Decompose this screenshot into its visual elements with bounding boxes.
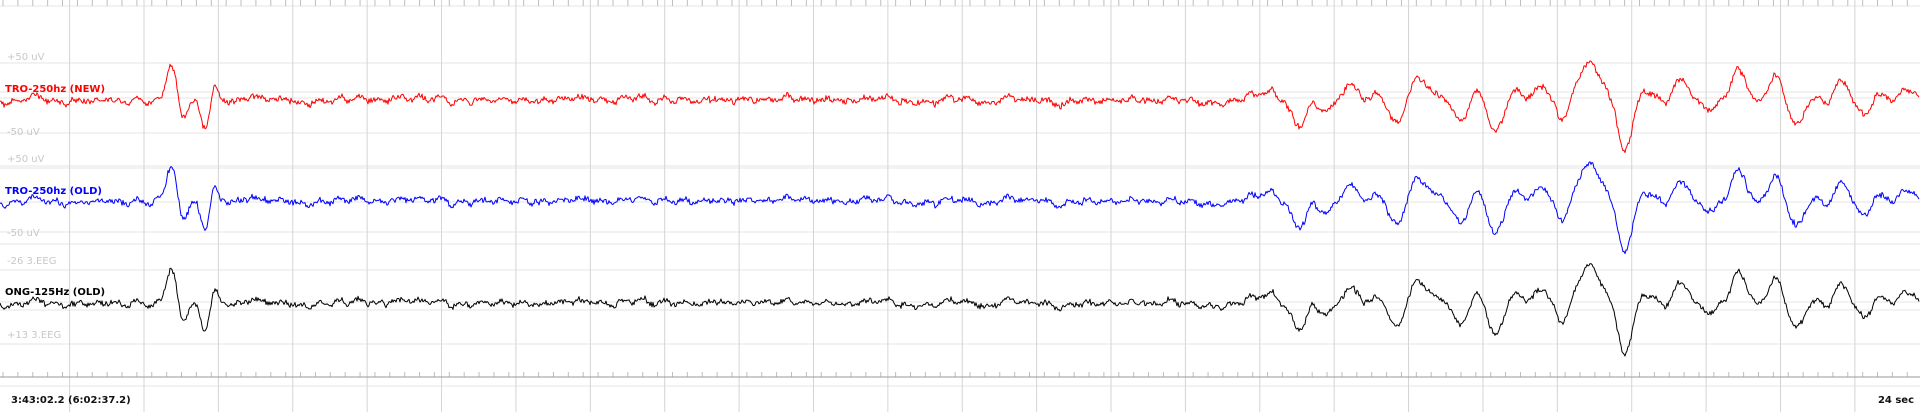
window-duration-label: 24 sec [1877, 395, 1914, 406]
scale-label-ch3-neg: +13 3.EEG [7, 330, 62, 341]
channel-label-tro-250hz-new[interactable]: TRO-250hz (NEW) [5, 84, 106, 95]
channel-label-ong-125hz-old[interactable]: ONG-125Hz (OLD) [5, 287, 106, 298]
trace-group [0, 60, 1920, 357]
scale-label-ch3-pos: -26 3.EEG [7, 256, 57, 267]
scale-label-ch2-neg: -50 uV [7, 228, 40, 239]
scale-label-ch1-pos: +50 uV [7, 52, 45, 63]
scale-label-ch2-pos: +50 uV [7, 154, 45, 165]
time-position-readout: 3:43:02.2 (6:02:37.2) [11, 395, 131, 406]
scale-label-ch1-neg: -50 uV [7, 127, 40, 138]
channel-label-tro-250hz-old[interactable]: TRO-250hz (OLD) [5, 186, 102, 197]
eeg-trace-3 [0, 263, 1920, 357]
eeg-trace-1 [0, 60, 1920, 154]
eeg-trace-2 [0, 161, 1920, 255]
